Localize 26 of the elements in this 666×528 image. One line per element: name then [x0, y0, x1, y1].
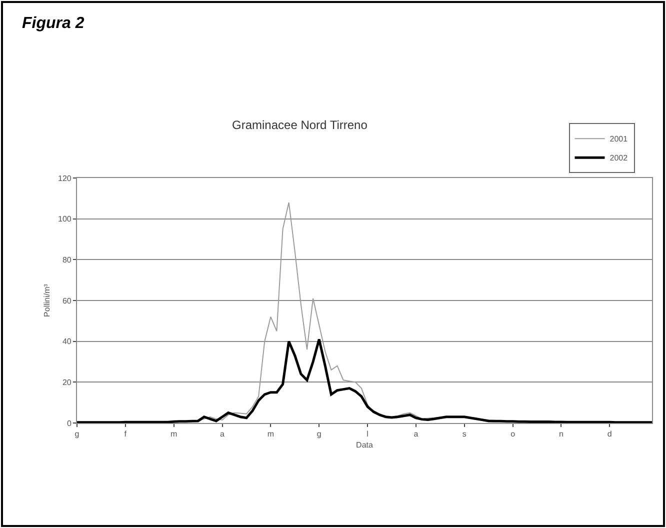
y-tick-label: 120 [58, 174, 72, 183]
x-tick-label: a [220, 430, 226, 439]
y-tick-label: 40 [62, 337, 72, 346]
x-tick-label: f [124, 430, 128, 439]
x-tick-label: a [414, 430, 419, 439]
y-tick-label: 20 [62, 378, 72, 387]
y-tick-label: 0 [66, 418, 72, 428]
x-tick-label: m [170, 430, 178, 439]
chart-title: Graminacee Nord Tirreno [232, 118, 368, 132]
y-tick-label: 60 [62, 296, 72, 306]
y-axis-title: Pollini/m³ [42, 284, 52, 317]
x-tick-label: g [74, 430, 80, 439]
x-tick-label: n [558, 430, 564, 439]
y-tick-label: 100 [58, 214, 72, 224]
legend-label: 2002 [610, 154, 628, 163]
line-series [77, 338, 652, 423]
x-tick-label: d [607, 430, 612, 439]
x-tick-label: g [316, 430, 322, 439]
legend-label: 2001 [610, 134, 628, 144]
x-tick-label: o [510, 430, 516, 439]
text: Figura 2 [22, 15, 84, 32]
y-tick-label: 80 [62, 255, 72, 264]
x-tick-label: l [366, 430, 369, 439]
x-tick-label: s [462, 430, 466, 439]
x-tick-label: m [267, 430, 274, 439]
x-axis-title: Data [356, 440, 374, 450]
